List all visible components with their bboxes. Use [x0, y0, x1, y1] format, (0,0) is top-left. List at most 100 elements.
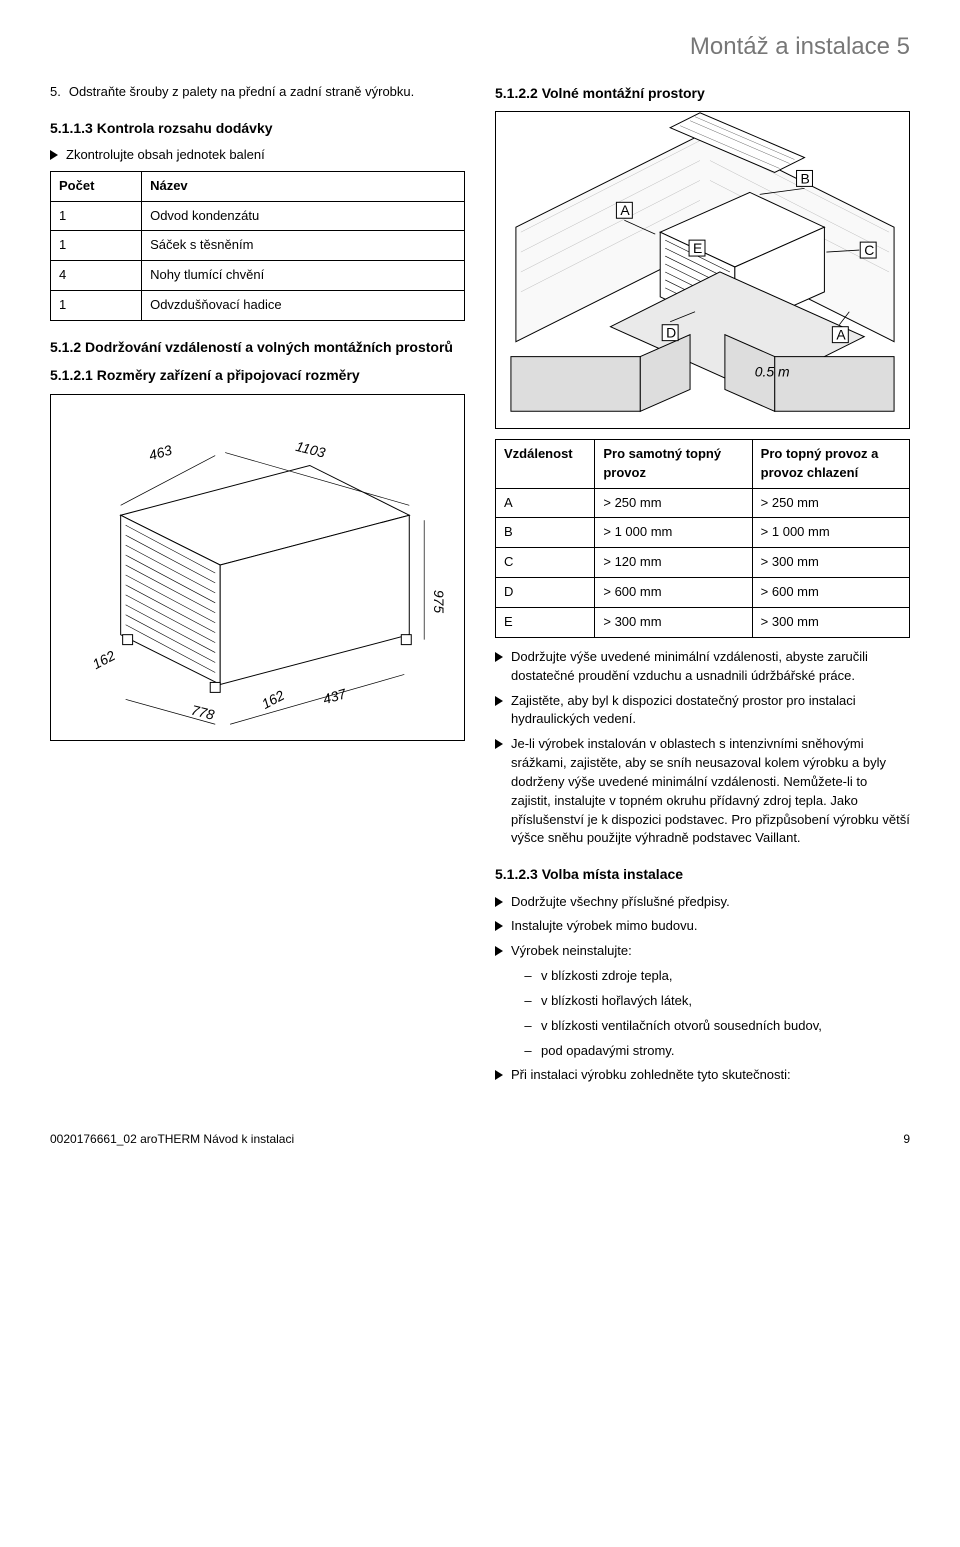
clearances-diagram: A B C D E A 0.5 m — [495, 111, 910, 429]
step-5-text: Odstraňte šrouby z palety na přední a za… — [69, 83, 414, 102]
svg-text:E: E — [693, 240, 702, 256]
left-column: 5. Odstraňte šrouby z palety na přední a… — [50, 83, 465, 1092]
table-cell: A — [496, 488, 595, 518]
table-cell: > 300 mm — [595, 608, 752, 638]
triangle-bullet-icon — [50, 150, 58, 160]
list-item: Je-li výrobek instalován v oblastech s i… — [495, 735, 910, 848]
list-item-text: Při instalaci výrobku zohledněte tyto sk… — [511, 1066, 791, 1085]
heading-5122: 5.1.2.2 Volné montážní prostory — [495, 83, 910, 103]
list-item-text: Výrobek neinstalujte: — [511, 942, 632, 961]
list-item-text: Dodržujte výše uvedené minimální vzdálen… — [511, 648, 910, 686]
clearance-notes: Dodržujte výše uvedené minimální vzdálen… — [495, 648, 910, 848]
dash-bullet-icon: – — [523, 1042, 533, 1061]
heading-5121: 5.1.2.1 Rozměry zařízení a připojovací r… — [50, 365, 465, 385]
table-cell: Sáček s těsněním — [142, 231, 465, 261]
table-cell: B — [496, 518, 595, 548]
table-header: Pro samotný topný provoz — [595, 439, 752, 488]
table-row: E> 300 mm> 300 mm — [496, 608, 910, 638]
table-cell: > 300 mm — [752, 548, 909, 578]
table-header: Pro topný provoz a provoz chlazení — [752, 439, 909, 488]
svg-text:1103: 1103 — [294, 438, 327, 461]
table-row: D> 600 mm> 600 mm — [496, 578, 910, 608]
footer-page-number: 9 — [903, 1131, 910, 1148]
list-item: Při instalaci výrobku zohledněte tyto sk… — [495, 1066, 910, 1085]
table-cell: C — [496, 548, 595, 578]
svg-text:162: 162 — [259, 686, 287, 711]
table-cell: > 600 mm — [752, 578, 909, 608]
svg-text:162: 162 — [90, 647, 118, 672]
sub-list-item-text: v blízkosti zdroje tepla, — [541, 967, 673, 986]
list-item-text: Je-li výrobek instalován v oblastech s i… — [511, 735, 910, 848]
location-bullets: Dodržujte všechny příslušné předpisy. Ins… — [495, 893, 910, 962]
triangle-bullet-icon — [495, 897, 503, 907]
svg-text:B: B — [801, 170, 810, 186]
table-cell: Odvod kondenzátu — [142, 201, 465, 231]
svg-text:778: 778 — [190, 701, 217, 722]
svg-text:D: D — [666, 325, 676, 341]
table-row: 1Sáček s těsněním — [51, 231, 465, 261]
list-item-text: Zajistěte, aby byl k dispozici dostatečn… — [511, 692, 910, 730]
footer-doc-id: 0020176661_02 aroTHERM Návod k instalaci — [50, 1131, 294, 1148]
table-row: 4Nohy tlumící chvění — [51, 261, 465, 291]
svg-text:A: A — [620, 202, 630, 218]
list-item-text: Instalujte výrobek mimo budovu. — [511, 917, 697, 936]
table-cell: 1 — [51, 201, 142, 231]
table-cell: E — [496, 608, 595, 638]
svg-text:0.5 m: 0.5 m — [755, 364, 790, 380]
svg-text:C: C — [864, 242, 874, 258]
table-cell: 1 — [51, 291, 142, 321]
table-cell: > 120 mm — [595, 548, 752, 578]
table-cell: Odvzdušňovací hadice — [142, 291, 465, 321]
page-footer: 0020176661_02 aroTHERM Návod k instalaci… — [50, 1131, 910, 1148]
list-item: Dodržujte výše uvedené minimální vzdálen… — [495, 648, 910, 686]
table-cell: 4 — [51, 261, 142, 291]
table-row: 1Odvzdušňovací hadice — [51, 291, 465, 321]
two-column-layout: 5. Odstraňte šrouby z palety na přední a… — [50, 83, 910, 1092]
heading-5113: 5.1.1.3 Kontrola rozsahu dodávky — [50, 118, 465, 138]
triangle-bullet-icon — [495, 696, 503, 706]
sub-list-item-text: v blízkosti hořlavých látek, — [541, 992, 692, 1011]
dash-bullet-icon: – — [523, 967, 533, 986]
table-cell: D — [496, 578, 595, 608]
list-item-text: Dodržujte všechny příslušné předpisy. — [511, 893, 730, 912]
svg-text:975: 975 — [431, 589, 447, 612]
svg-text:A: A — [836, 327, 846, 343]
dash-bullet-icon: – — [523, 1017, 533, 1036]
list-item: Výrobek neinstalujte: — [495, 942, 910, 961]
sub-list-item: –pod opadavými stromy. — [523, 1042, 910, 1061]
sub-list-item: –v blízkosti hořlavých látek, — [523, 992, 910, 1011]
table-header: Název — [142, 171, 465, 201]
table-cell: > 300 mm — [752, 608, 909, 638]
sub-list-item: –v blízkosti ventilačních otvorů sousedn… — [523, 1017, 910, 1036]
delivery-scope-table: PočetNázev1Odvod kondenzátu1Sáček s těsn… — [50, 171, 465, 321]
list-item: Dodržujte všechny příslušné předpisy. — [495, 893, 910, 912]
table-header: Počet — [51, 171, 142, 201]
clearance-distances-table: VzdálenostPro samotný topný provozPro to… — [495, 439, 910, 638]
table-cell: > 1 000 mm — [752, 518, 909, 548]
considerations-bullet: Při instalaci výrobku zohledněte tyto sk… — [495, 1066, 910, 1085]
triangle-bullet-icon — [495, 921, 503, 931]
list-item: Zajistěte, aby byl k dispozici dostatečn… — [495, 692, 910, 730]
triangle-bullet-icon — [495, 739, 503, 749]
triangle-bullet-icon — [495, 652, 503, 662]
sub-list-item-text: pod opadavými stromy. — [541, 1042, 674, 1061]
check-delivery-text: Zkontrolujte obsah jednotek balení — [66, 146, 265, 165]
step-5: 5. Odstraňte šrouby z palety na přední a… — [50, 83, 465, 102]
table-header: Vzdálenost — [496, 439, 595, 488]
table-cell: Nohy tlumící chvění — [142, 261, 465, 291]
step-5-number: 5. — [50, 83, 61, 102]
sub-list-item-text: v blízkosti ventilačních otvorů sousední… — [541, 1017, 822, 1036]
dash-bullet-icon: – — [523, 992, 533, 1011]
table-cell: > 250 mm — [595, 488, 752, 518]
triangle-bullet-icon — [495, 1070, 503, 1080]
triangle-bullet-icon — [495, 946, 503, 956]
list-item: Instalujte výrobek mimo budovu. — [495, 917, 910, 936]
table-cell: > 600 mm — [595, 578, 752, 608]
table-row: A> 250 mm> 250 mm — [496, 488, 910, 518]
svg-text:463: 463 — [147, 441, 174, 463]
table-cell: > 1 000 mm — [595, 518, 752, 548]
page-header-title: Montáž a instalace 5 — [50, 30, 910, 65]
check-delivery-bullet: Zkontrolujte obsah jednotek balení — [50, 146, 465, 165]
sub-list-item: –v blízkosti zdroje tepla, — [523, 967, 910, 986]
table-row: 1Odvod kondenzátu — [51, 201, 465, 231]
